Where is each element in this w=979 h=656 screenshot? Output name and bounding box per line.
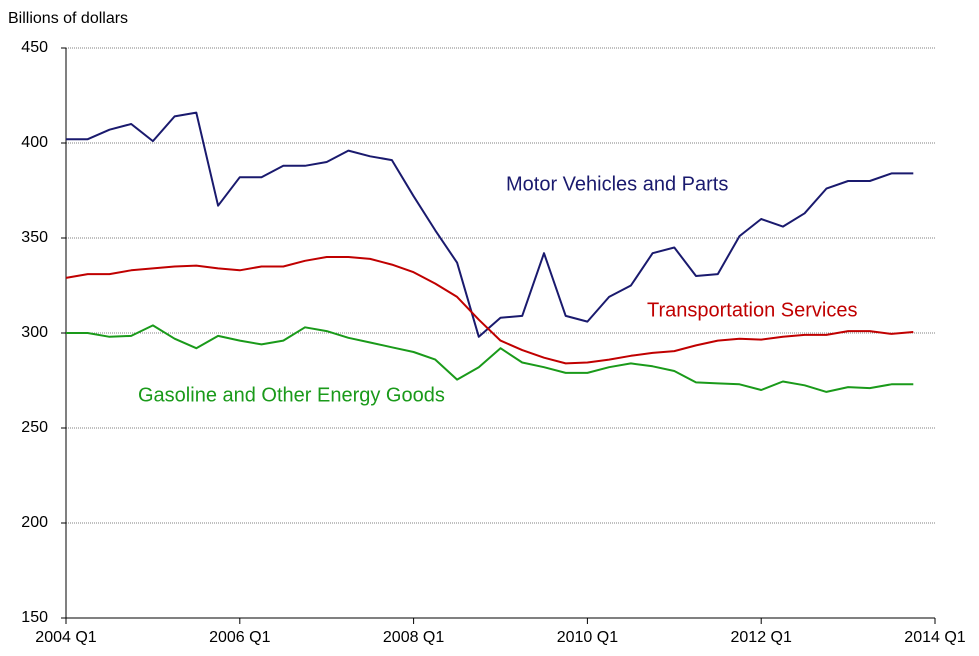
x-tick-label: 2006 Q1: [209, 629, 270, 646]
series-label: Transportation Services: [647, 299, 857, 321]
series-label: Gasoline and Other Energy Goods: [138, 384, 445, 406]
series-line: [65, 256, 914, 365]
series-line: [66, 324, 914, 393]
x-tick-label: 2008 Q1: [383, 629, 444, 646]
y-tick-label: 400: [21, 134, 48, 151]
y-tick-label: 300: [21, 324, 48, 341]
y-tick-label: 350: [21, 229, 48, 246]
y-tick-label: 250: [21, 419, 48, 436]
x-tick-label: 2014 Q1: [904, 629, 965, 646]
x-tick-label: 2004 Q1: [35, 629, 96, 646]
y-tick-label: 200: [21, 514, 48, 531]
y-tick-label: 450: [21, 39, 48, 56]
y-tick-label: 150: [21, 609, 48, 626]
x-tick-label: 2010 Q1: [557, 629, 618, 646]
series-line: [66, 111, 914, 338]
x-tick-label: 2012 Q1: [731, 629, 792, 646]
y-axis-label: Billions of dollars: [8, 10, 128, 27]
series-label: Motor Vehicles and Parts: [506, 173, 728, 195]
